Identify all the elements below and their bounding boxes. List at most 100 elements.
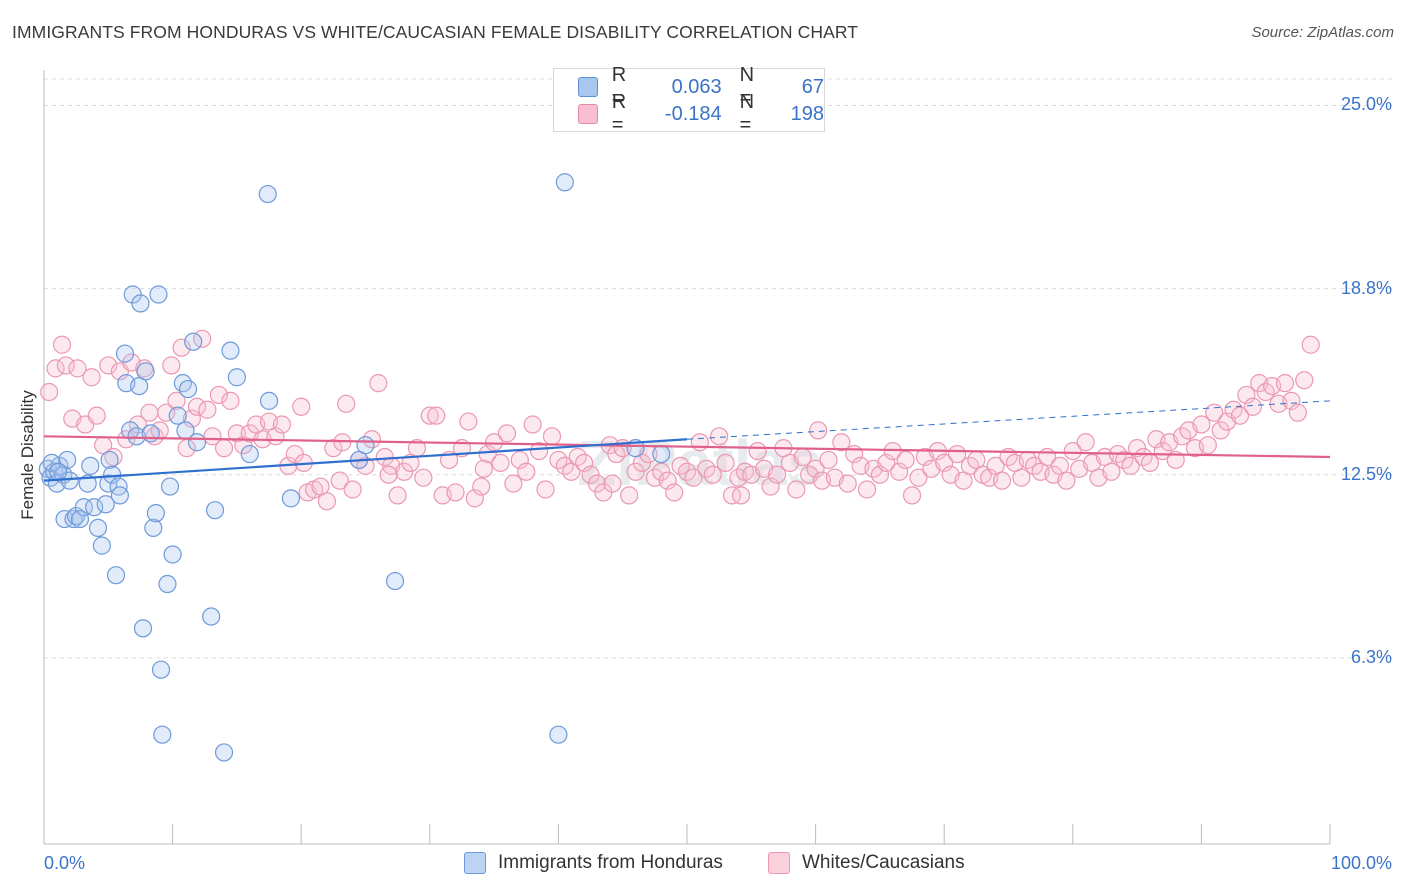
point-whites <box>1012 468 1031 487</box>
stats-legend: R = 0.063 N = 67 R = -0.184 N = 198 <box>553 64 825 136</box>
point-honduras <box>173 374 192 393</box>
point-whites <box>324 439 343 458</box>
legend-swatch-honduras <box>464 852 486 874</box>
point-whites <box>1230 406 1250 425</box>
point-whites <box>510 450 529 470</box>
point-whites <box>1198 436 1217 455</box>
trend-line-honduras-extension <box>686 400 1331 440</box>
r-value: 0.063 <box>671 75 722 98</box>
point-whites <box>478 444 497 464</box>
point-whites <box>523 415 542 434</box>
point-whites <box>1211 421 1230 440</box>
point-whites <box>542 427 562 446</box>
point-whites <box>157 403 176 422</box>
point-whites <box>947 444 967 464</box>
point-whites <box>806 459 825 478</box>
point-whites <box>819 450 838 470</box>
grid-lines <box>44 78 1392 659</box>
point-whites <box>140 403 159 422</box>
point-whites <box>214 439 234 458</box>
point-honduras <box>70 509 90 529</box>
point-honduras <box>78 474 97 493</box>
point-honduras <box>652 444 671 464</box>
point-whites <box>787 480 806 499</box>
point-whites <box>890 462 909 481</box>
n-label: N = <box>739 91 755 136</box>
point-honduras <box>281 489 301 508</box>
point-whites <box>497 424 517 443</box>
point-honduras <box>160 477 180 496</box>
point-whites <box>1192 415 1211 434</box>
trend-line-whites <box>43 435 1331 459</box>
point-honduras <box>214 743 234 762</box>
point-whites <box>857 480 877 499</box>
point-whites <box>317 492 337 511</box>
point-whites <box>1237 385 1256 405</box>
point-whites <box>748 441 767 461</box>
point-whites <box>472 477 491 496</box>
point-honduras <box>144 518 163 538</box>
point-honduras <box>221 341 240 360</box>
point-whites <box>234 436 253 455</box>
point-whites <box>1057 471 1076 490</box>
point-whites <box>992 471 1012 490</box>
point-whites <box>330 471 349 490</box>
point-whites <box>710 427 729 446</box>
point-honduras <box>227 368 246 387</box>
n-label: N = <box>739 64 755 109</box>
point-whites <box>68 359 87 378</box>
point-honduras <box>549 725 568 744</box>
point-whites <box>690 433 709 452</box>
point-whites <box>379 465 398 484</box>
point-honduras <box>202 607 221 626</box>
series-legend: Immigrants from Honduras Whites/Caucasia… <box>0 852 1406 878</box>
x-tick-max: 100.0% <box>1330 853 1392 873</box>
point-whites <box>182 409 201 428</box>
point-honduras <box>127 427 146 446</box>
point-honduras <box>99 474 118 493</box>
point-honduras <box>240 444 259 464</box>
point-honduras <box>259 391 279 410</box>
trend-line-honduras <box>43 438 688 482</box>
point-whites <box>1102 462 1121 481</box>
point-whites <box>909 468 928 487</box>
legend-label-honduras: Immigrants from Honduras <box>498 852 723 873</box>
legend-label-whites: Whites/Caucasians <box>802 852 965 873</box>
point-whites <box>838 474 857 493</box>
point-whites <box>167 391 186 410</box>
point-honduras <box>184 332 203 351</box>
point-whites <box>221 391 240 410</box>
point-whites <box>809 421 828 440</box>
point-whites <box>716 453 735 473</box>
point-honduras <box>136 362 155 381</box>
point-whites <box>56 356 75 375</box>
point-whites <box>935 453 954 473</box>
y-tick-label: 25.0% <box>1340 94 1392 115</box>
point-whites <box>1288 403 1307 422</box>
point-whites <box>198 400 217 419</box>
point-whites <box>337 394 356 413</box>
point-whites <box>82 368 101 387</box>
point-whites <box>465 489 484 508</box>
point-honduras <box>168 406 187 425</box>
point-whites <box>388 486 407 505</box>
y-tick-label: 6.3% <box>1350 646 1392 667</box>
stats-row-honduras: R = 0.063 N = 67 <box>578 64 824 109</box>
point-whites <box>620 486 639 505</box>
point-whites <box>209 385 228 405</box>
point-whites <box>203 427 222 446</box>
y-tick-label: 12.5% <box>1340 463 1392 484</box>
point-honduras <box>178 379 198 399</box>
r-label: R = <box>611 91 627 136</box>
point-whites <box>684 468 703 487</box>
point-whites <box>731 486 751 505</box>
axes <box>43 70 1331 845</box>
point-whites <box>1282 391 1301 410</box>
point-whites <box>603 474 622 493</box>
point-honduras <box>49 462 68 481</box>
point-whites <box>626 462 645 481</box>
point-whites <box>87 406 106 425</box>
chart-source: Source: ZipAtlas.com <box>1251 24 1394 41</box>
point-whites <box>832 433 851 452</box>
